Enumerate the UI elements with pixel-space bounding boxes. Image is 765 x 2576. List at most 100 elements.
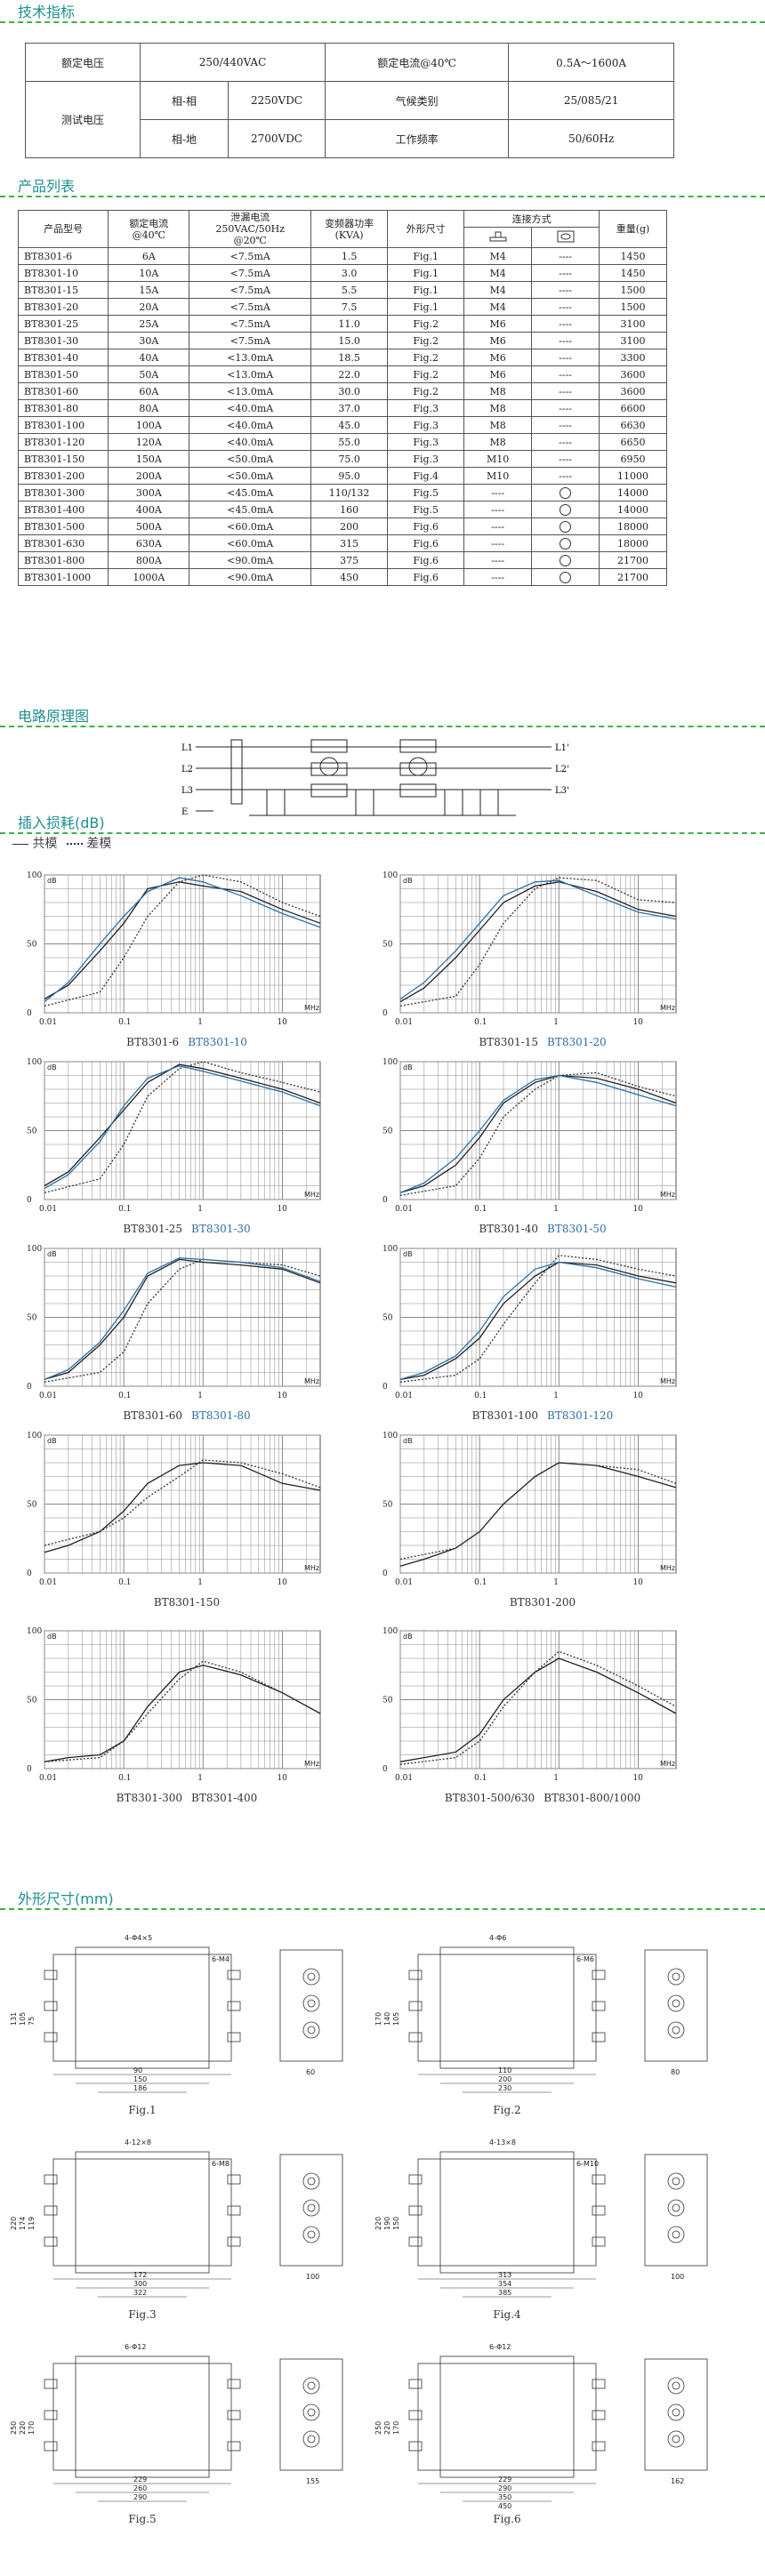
side-view [644,1949,708,2062]
y-tick-label: 100 [27,1245,42,1254]
series-line [399,1074,677,1193]
terminal-right [227,2410,241,2420]
x-tick-label: 0.1 [118,1392,131,1400]
table-cell: BT8301-500 [17,518,109,535]
terminal-circle [302,2172,320,2190]
x-tick-label: 1 [197,1578,203,1587]
series-line [399,1074,677,1193]
divider [0,196,765,197]
series-line [44,1462,321,1553]
section-title: 外形尺寸(mm) [18,1890,114,1907]
table-cell: 60A [108,382,190,400]
table-cell: Fig.1 [387,281,465,299]
table-cell: 6630 [599,416,667,434]
table-row: BT8301-50 50A <13.0mA 22.0 Fig.2 M6 ---- 3600 [17,365,667,383]
housing-outline [417,2158,597,2267]
chart-caption-secondary: BT8301-120 [547,1409,614,1422]
chart-caption-primary: BT8301-40 [479,1223,538,1235]
chart-caption-primary: BT8301-60 [123,1409,182,1422]
terminal-circle-inner [672,2177,680,2186]
table-cell: 200 [310,518,389,535]
table-cell: BT8301-20 [17,298,109,316]
y-axis-unit: dB [47,1633,57,1641]
x-tick-label: 10 [632,1774,643,1783]
terminal-left [408,2001,423,2011]
table-cell: <60.0mA [189,518,312,535]
terminal-right [227,1970,241,1980]
terminal-circle-inner [672,2435,680,2444]
mounting-plate [439,2151,575,2274]
table-cell: 100A [108,416,190,434]
terminal-left [44,2032,58,2042]
section-products-header: 产品列表 [0,174,765,199]
chart-caption-primary: BT8301-15 [479,1036,538,1048]
table-cell: 3600 [599,382,667,400]
hole-label: 4-12×8 [125,2139,151,2147]
chart-caption-secondary: BT8301-20 [547,1036,607,1048]
height-label: 170 [374,2012,382,2026]
table-row: BT8301-630 630A <60.0mA 315 Fig.6 ---- 18000 [17,534,667,552]
table-cell: 315 [310,534,389,552]
terminal-right [592,2441,606,2452]
y-tick-label: 0 [382,1569,388,1578]
circuit-label: E [181,807,188,817]
series-line [399,1462,677,1561]
series-line [44,874,321,1007]
legend-dotted-line [66,843,83,845]
table-cell: 50A [108,365,190,383]
x-axis-unit: MHz [660,1564,675,1572]
table-cell: <7.5mA [189,298,312,316]
height-label: 140 [383,2012,391,2026]
terminal-circle [302,1968,320,1986]
y-tick-label: 100 [27,1627,42,1636]
circuit-label: L3 [181,786,193,796]
x-tick-label: 0.1 [118,1205,131,1214]
height-label: 75 [28,2017,36,2026]
table-cell: 21700 [599,568,667,586]
terminal-circle-inner [672,1972,680,1981]
y-tick-label: 50 [382,1314,393,1323]
dim-label: 186 [133,2084,147,2092]
table-cell [531,484,600,502]
terminal-circle-inner [307,1999,316,2008]
side-dim-label: 100 [671,2273,684,2281]
terminal-circle-inner [672,2203,680,2212]
table-cell: <90.0mA [189,568,312,586]
table-cell: <13.0mA [189,382,312,400]
spec-value: 50/60Hz [508,119,674,158]
table-cell: Fig.2 [387,315,465,333]
y-axis-unit: dB [403,1250,413,1258]
circle-icon [560,503,572,516]
table-row: BT8301-15 15A <7.5mA 5.5 Fig.1 M4 ---- 1500 [17,281,667,299]
table-cell: 25A [108,315,190,333]
y-axis-unit: dB [47,877,57,885]
col-header-current: 额定电流 @40℃ [108,210,190,248]
table-cell: BT8301-100 [17,416,109,434]
terminal-left [44,2236,58,2247]
col-header-power: 变频器功率 (KVA) [310,210,389,248]
chart-caption: BT8301-25 BT8301-30 [44,1223,329,1235]
x-axis-unit: MHz [304,1004,319,1012]
figure-caption: Fig.1 [128,2104,157,2116]
table-cell: BT8301-15 [17,281,109,299]
terminal-right [227,2236,241,2247]
x-tick-label: 0.01 [39,1392,57,1400]
table-cell: BT8301-800 [17,551,109,569]
terminal-circle [667,2226,685,2243]
terminal-left [44,2174,58,2185]
x-axis-unit: MHz [660,1191,675,1199]
table-cell: ---- [531,349,600,366]
table-cell: Fig.1 [387,247,465,265]
table-cell: <90.0mA [189,551,312,569]
section-title: 插入损耗(dB) [18,815,105,831]
col-header-weight: 重量(g) [599,210,667,248]
section-title: 技术指标 [18,4,76,20]
table-cell: ---- [463,568,533,586]
terminal-circle [302,2226,320,2243]
circle-icon [560,537,572,550]
table-cell: 450 [310,568,389,586]
insertion-loss-chart: 0.01 0.1 1 10 0 50 100 dB MHz [27,1245,329,1404]
